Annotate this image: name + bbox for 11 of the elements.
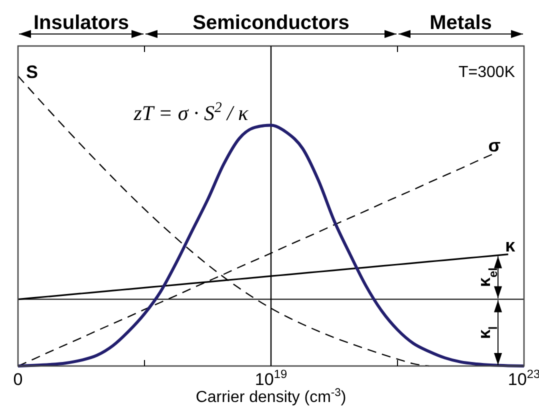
annotation: T=300K: [458, 64, 516, 81]
text: Metals: [430, 12, 492, 34]
text: Semiconductors: [192, 12, 350, 34]
x-tick-label: 10$^{19}$: [254, 367, 288, 389]
x-axis-title: Carrier density (cm$^{-3}$): [196, 387, 346, 406]
series-label: κ: [505, 235, 516, 256]
series-label: σ: [488, 135, 501, 156]
text: Insulators: [33, 12, 130, 34]
series-label: S: [26, 62, 38, 82]
x-tick-label: 0: [13, 370, 23, 389]
annotation: zT = σ · S$^{2}$ / κ: [132, 100, 250, 125]
